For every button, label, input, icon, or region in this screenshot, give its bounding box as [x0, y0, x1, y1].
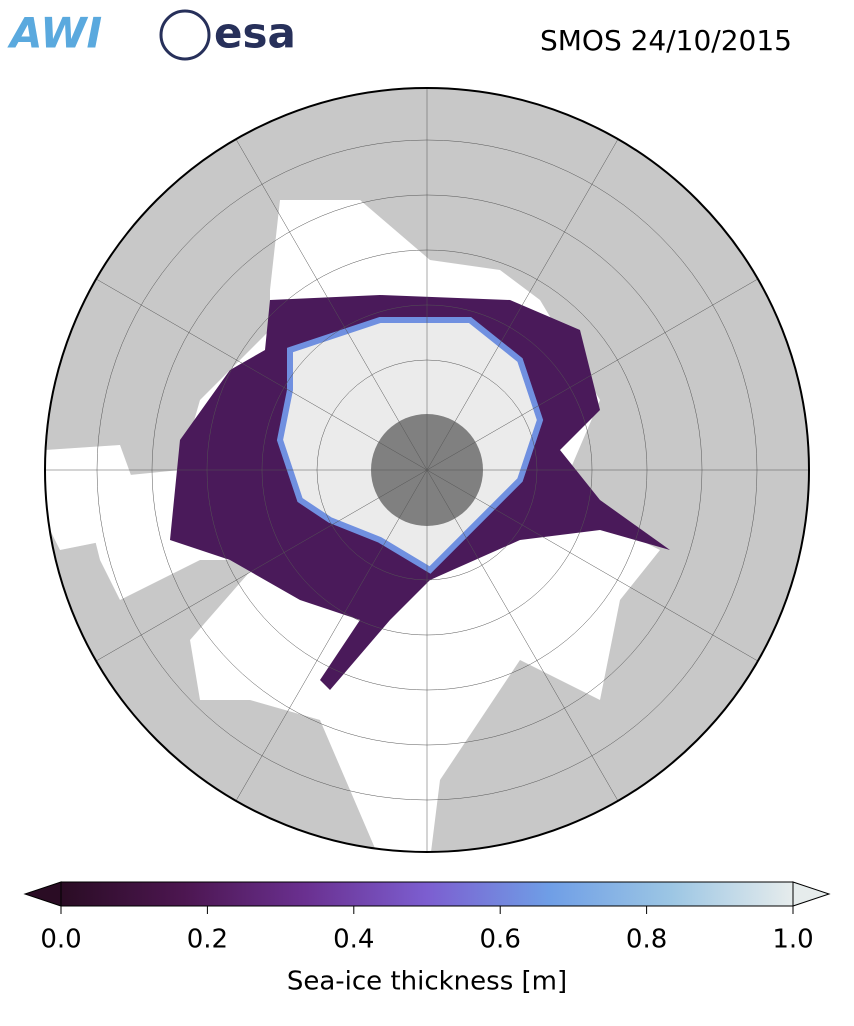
map [45, 88, 809, 852]
colorbar-label: Sea-ice thickness [m] [287, 967, 567, 997]
colorbar [60, 881, 794, 907]
colorbar-tick-label: 0.4 [333, 925, 374, 955]
colorbar-tick-label: 0.0 [40, 925, 81, 955]
colorbar-tick-label: 0.8 [626, 925, 667, 955]
graticule [45, 88, 809, 852]
title: SMOS 24/10/2015 [540, 24, 792, 57]
colorbar-extend-high [792, 881, 831, 907]
esa-logo: esa [214, 9, 296, 58]
colorbar-tick-label: 1.0 [772, 925, 813, 955]
esa-emblem [159, 9, 211, 61]
colorbar-tick-label: 0.6 [480, 925, 521, 955]
awi-logo: AWI [7, 9, 102, 58]
hudson-bay [45, 445, 140, 550]
map-border [44, 87, 810, 853]
colorbar-extend-low [23, 881, 62, 907]
colorbar-tick-label: 0.2 [187, 925, 228, 955]
meridian [80, 269, 774, 671]
